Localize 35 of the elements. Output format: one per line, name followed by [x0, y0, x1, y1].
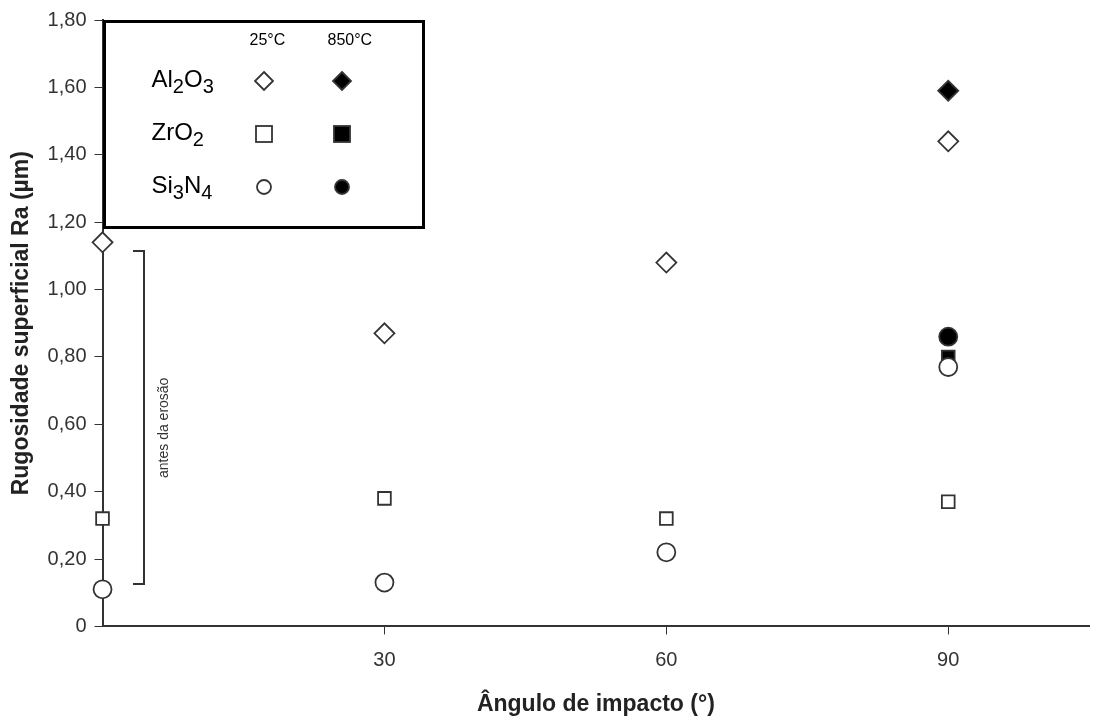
legend-label: Al$_{2}$O$_{3}$: [151, 65, 214, 98]
y-tick-label: 0,20: [47, 546, 87, 569]
point: [92, 579, 113, 600]
point: [938, 326, 959, 347]
point: [937, 130, 960, 153]
annotation: 25°C: [249, 31, 286, 49]
point: [95, 511, 110, 526]
point: [91, 231, 114, 254]
point: [374, 572, 395, 593]
point: [655, 251, 678, 274]
y-tick-label: 1,20: [47, 209, 87, 232]
x-tick-label: 30: [373, 647, 396, 670]
y-tick-label: 0,40: [47, 479, 87, 502]
point: [377, 491, 392, 506]
x-tick-label: 90: [937, 647, 960, 670]
y-tick-label: 1,80: [47, 7, 87, 30]
annotation: antes da erosão: [154, 377, 171, 478]
y-axis-title: Rugosidade superficial Ra (µm): [7, 151, 34, 496]
point: [656, 542, 677, 563]
point: [373, 322, 396, 345]
annotation: 850°C: [327, 31, 373, 49]
y-tick-label: 1,00: [47, 277, 87, 300]
y-tick-label: 0,60: [47, 411, 87, 434]
y-tick-label: 0: [75, 613, 87, 636]
y-tick-label: 1,40: [47, 142, 87, 165]
y-tick-label: 0,80: [47, 344, 87, 367]
x-tick-label: 60: [655, 647, 678, 670]
legend-label: ZrO$_{2}$: [151, 118, 204, 151]
point: [940, 494, 956, 510]
legend-label: Si$_{3}$N$_{4}$: [151, 171, 213, 204]
point: [659, 511, 674, 526]
point: [938, 357, 959, 377]
x-axis-title: Ângulo de impacto (°): [476, 688, 715, 716]
y-tick-label: 1,60: [47, 74, 87, 97]
point: [937, 79, 960, 102]
